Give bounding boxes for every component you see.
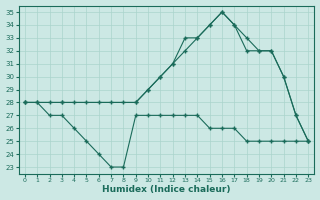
X-axis label: Humidex (Indice chaleur): Humidex (Indice chaleur): [102, 185, 231, 194]
